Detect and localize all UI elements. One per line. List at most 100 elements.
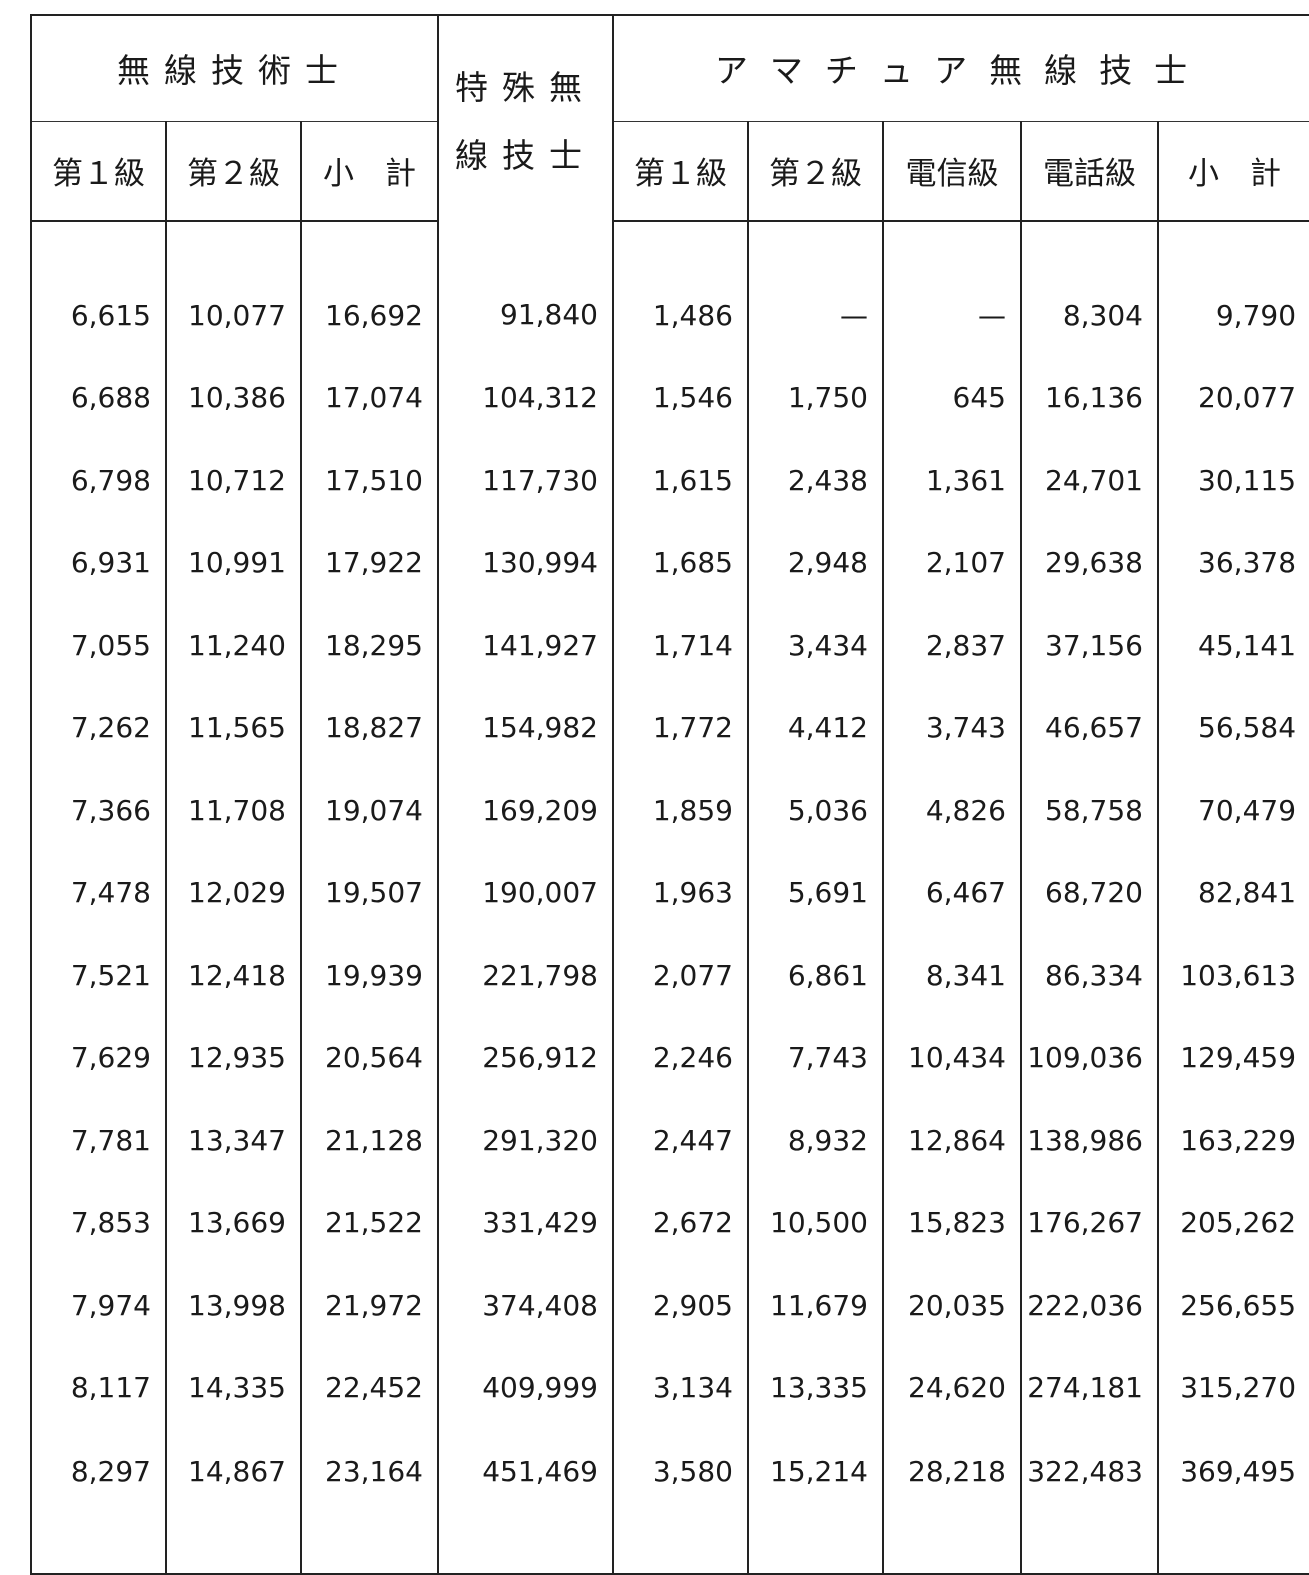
cell-amateur-subtotal: 20,077 [1198, 381, 1297, 415]
table-header: 無線技術士 特殊無 線技士 アマチュア無線技士 第１級 第２級 小 計 第１級 … [30, 14, 1309, 222]
cell-amateur-telegraph: 10,434 [883, 1016, 1022, 1099]
cell-engineer-subtotal: 19,939 [301, 934, 439, 1017]
cell-special-radio-operator: 451,469 [438, 1429, 614, 1575]
cell-special-radio-operator: 374,408 [438, 1264, 614, 1347]
col-header-engineer-class2: 第２級 [166, 121, 302, 222]
cell-engineer-class1: 6,931 [30, 521, 167, 604]
cell-engineer-subtotal: 20,564 [301, 1016, 439, 1099]
cell-special-radio-operator: 117,730 [438, 439, 614, 522]
cell-amateur-subtotal: 30,115 [1198, 463, 1297, 497]
cell-amateur-subtotal: 163,229 [1180, 1123, 1297, 1157]
table-row: 8,297 14,867 23,164 451,469 3,580 15,214 28,21… [30, 1429, 1309, 1575]
cell-engineer-subtotal: 19,074 [301, 769, 439, 852]
cell-special-radio-operator: 190,007 [438, 851, 614, 934]
table-row: 7,974 13,998 21,972 374,408 2,905 11,679 20,03… [30, 1264, 1309, 1347]
cell-engineer-class1: 7,366 [30, 769, 167, 852]
cell-amateur-subtotal: 369,495 [1158, 1429, 1309, 1575]
table-row: 7,478 12,029 19,507 190,007 1,963 5,691 6,467 6… [30, 851, 1309, 934]
cell-engineer-class2: 13,347 [166, 1099, 302, 1182]
cell-engineer-class2: 11,240 [166, 604, 302, 687]
col-header-engineer-subtotal: 小 計 [301, 121, 439, 222]
cell-amateur-class2: — [748, 221, 884, 357]
cell-amateur-subtotal: 45,141 [1198, 628, 1297, 662]
cell-amateur-class1: 1,963 [613, 851, 749, 934]
cell-engineer-class2: 12,935 [166, 1016, 302, 1099]
table-body: 6,615 10,077 16,692 91,840 1,486— —8,304 9,790… [30, 221, 1309, 1575]
group-header-radio-engineer: 無線技術士 [30, 14, 439, 122]
cell-amateur-telegraph: 24,620 [883, 1346, 1022, 1429]
cell-engineer-subtotal: 23,164 [301, 1429, 439, 1575]
table-row: 7,781 13,347 21,128 291,320 2,447 8,932 12,864… [30, 1099, 1309, 1182]
cell-amateur-class1: 1,685 [613, 521, 749, 604]
cell-engineer-subtotal: 18,295 [301, 604, 439, 687]
cell-amateur-telegraph: — [883, 221, 1022, 357]
cell-amateur-telegraph: 2,837 [883, 604, 1022, 687]
cell-engineer-class2: 11,708 [166, 769, 302, 852]
cell-amateur-telegraph: 8,341 [883, 934, 1022, 1017]
cell-amateur-class1: 1,714 [613, 604, 749, 687]
cell-engineer-subtotal: 21,972 [301, 1264, 439, 1347]
cell-amateur-subtotal: 70,479 [1198, 793, 1297, 827]
cell-engineer-class1: 6,615 [30, 221, 167, 357]
group-header-amateur-label: アマチュア無線技士 [714, 51, 1210, 91]
cell-amateur-telephone: 8,304 [1021, 221, 1159, 357]
cell-amateur-telegraph: 12,864 [883, 1099, 1022, 1182]
cell-engineer-class2: 10,077 [166, 221, 302, 357]
cell-amateur-class2: 7,743 [748, 1016, 884, 1099]
table-row: 7,521 12,418 19,939 221,798 2,077 6,861 8,341 8… [30, 934, 1309, 1017]
col-header-engineer-class1: 第１級 [30, 121, 167, 222]
cell-engineer-class2: 10,386 [166, 356, 302, 439]
cell-amateur-telephone: 176,267 [1021, 1181, 1159, 1264]
cell-engineer-class1: 6,798 [30, 439, 167, 522]
cell-engineer-class1: 7,974 [30, 1264, 167, 1347]
cell-amateur-class2: 15,214 [748, 1429, 884, 1575]
cell-amateur-subtotal: 9,790 [1215, 298, 1297, 332]
table-row: 7,262 11,565 18,827 154,982 1,772 4,412 3,743 4… [30, 686, 1309, 769]
cell-engineer-class2: 12,029 [166, 851, 302, 934]
cell-engineer-class1: 7,262 [30, 686, 167, 769]
table-row: 6,615 10,077 16,692 91,840 1,486— —8,304 9,790 [30, 221, 1309, 357]
cell-amateur-subtotal: 256,655 [1180, 1288, 1297, 1322]
cell-engineer-subtotal: 17,074 [301, 356, 439, 439]
table-row: 8,117 14,335 22,452 409,999 3,134 13,335 24,62… [30, 1346, 1309, 1429]
cell-amateur-subtotal: 315,270 [1180, 1371, 1297, 1405]
cell-amateur-class2: 8,932 [748, 1099, 884, 1182]
table-row: 6,688 10,386 17,074 104,312 1,546 1,750 645 16,… [30, 356, 1309, 439]
cell-amateur-class1: 1,486 [613, 221, 749, 357]
cell-amateur-telephone: 274,181 [1021, 1346, 1159, 1429]
cell-amateur-class1: 1,772 [613, 686, 749, 769]
cell-engineer-class1: 8,117 [30, 1346, 167, 1429]
cell-engineer-class2: 13,998 [166, 1264, 302, 1347]
cell-amateur-telephone: 16,136 [1021, 356, 1159, 439]
cell-amateur-telephone: 37,156 [1021, 604, 1159, 687]
cell-amateur-subtotal: 36,378 [1198, 546, 1297, 580]
cell-amateur-telegraph: 645 [883, 356, 1022, 439]
table-row: 7,853 13,669 21,522 331,429 2,672 10,500 15,82… [30, 1181, 1309, 1264]
cell-special-radio-operator: 91,840 [438, 221, 614, 357]
license-statistics-table: 無線技術士 特殊無 線技士 アマチュア無線技士 第１級 第２級 小 計 第１級 … [30, 14, 1309, 1575]
cell-special-radio-operator: 409,999 [438, 1346, 614, 1429]
cell-amateur-subtotal: 56,584 [1198, 711, 1297, 745]
cell-engineer-class2: 14,335 [166, 1346, 302, 1429]
cell-amateur-class1: 2,672 [613, 1181, 749, 1264]
cell-amateur-class2: 5,036 [748, 769, 884, 852]
cell-amateur-telephone: 222,036 [1021, 1264, 1159, 1347]
cell-amateur-telephone: 138,986 [1021, 1099, 1159, 1182]
cell-engineer-class1: 8,297 [30, 1429, 167, 1575]
cell-amateur-class1: 3,580 [613, 1429, 749, 1575]
cell-engineer-subtotal: 17,922 [301, 521, 439, 604]
table-row: 7,366 11,708 19,074 169,209 1,859 5,036 4,826 5… [30, 769, 1309, 852]
cell-engineer-class1: 7,629 [30, 1016, 167, 1099]
cell-special-radio-operator: 141,927 [438, 604, 614, 687]
group-header-radio-engineer-label: 無線技術士 [117, 51, 352, 91]
cell-engineer-class1: 7,781 [30, 1099, 167, 1182]
cell-amateur-subtotal: 129,459 [1180, 1041, 1297, 1075]
cell-amateur-telegraph: 6,467 [883, 851, 1022, 934]
cell-amateur-subtotal: 103,613 [1180, 958, 1297, 992]
col-header-amateur-class1: 第１級 [613, 121, 749, 222]
cell-special-radio-operator: 104,312 [438, 356, 614, 439]
cell-special-radio-operator: 154,982 [438, 686, 614, 769]
cell-amateur-telephone: 58,758 [1021, 769, 1159, 852]
cell-engineer-class2: 10,991 [166, 521, 302, 604]
table-row: 6,798 10,712 17,510 117,730 1,615 2,438 1,361 2… [30, 439, 1309, 522]
